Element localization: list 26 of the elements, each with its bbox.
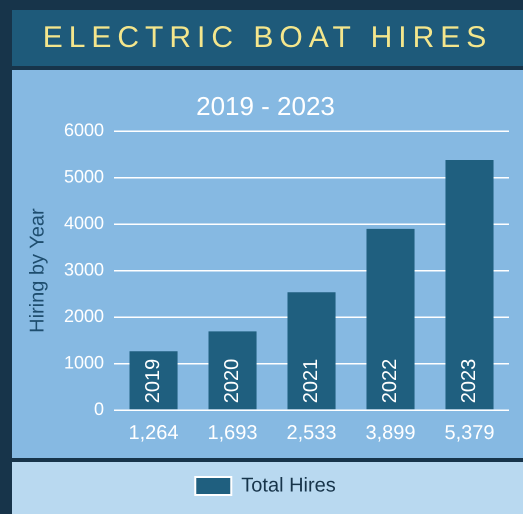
y-tick-label: 6000 <box>64 120 104 140</box>
y-tick-label: 1000 <box>64 352 104 372</box>
bar <box>445 160 494 410</box>
bar <box>208 331 257 410</box>
chart-subtitle: 2019 - 2023 <box>196 90 335 121</box>
y-tick-label: 3000 <box>64 260 104 280</box>
chart-title: ELECTRIC BOAT HIRES <box>12 10 523 66</box>
x-tick-label: 2019 <box>142 358 164 404</box>
y-tick-label: 2000 <box>64 306 104 326</box>
data-label: 1,264 <box>128 422 179 444</box>
legend-label: Total Hires <box>241 474 336 497</box>
x-tick-label: 2020 <box>221 358 244 404</box>
data-label: 3,899 <box>365 422 416 444</box>
bar <box>287 292 336 410</box>
x-tick-label: 2023 <box>458 358 480 404</box>
y-axis-title: Hiring by Year <box>26 208 49 333</box>
y-tick-label: 0 <box>94 398 104 419</box>
data-label: 5,379 <box>444 422 495 444</box>
bar <box>366 228 415 410</box>
y-tick-label: 5000 <box>64 166 104 187</box>
bar <box>130 351 178 410</box>
x-tick-label: 2022 <box>379 358 402 404</box>
x-tick-label: 2021 <box>300 358 322 404</box>
y-tick-label: 4000 <box>64 213 104 234</box>
data-label: 1,693 <box>208 422 258 444</box>
data-label: 2,533 <box>286 422 337 444</box>
